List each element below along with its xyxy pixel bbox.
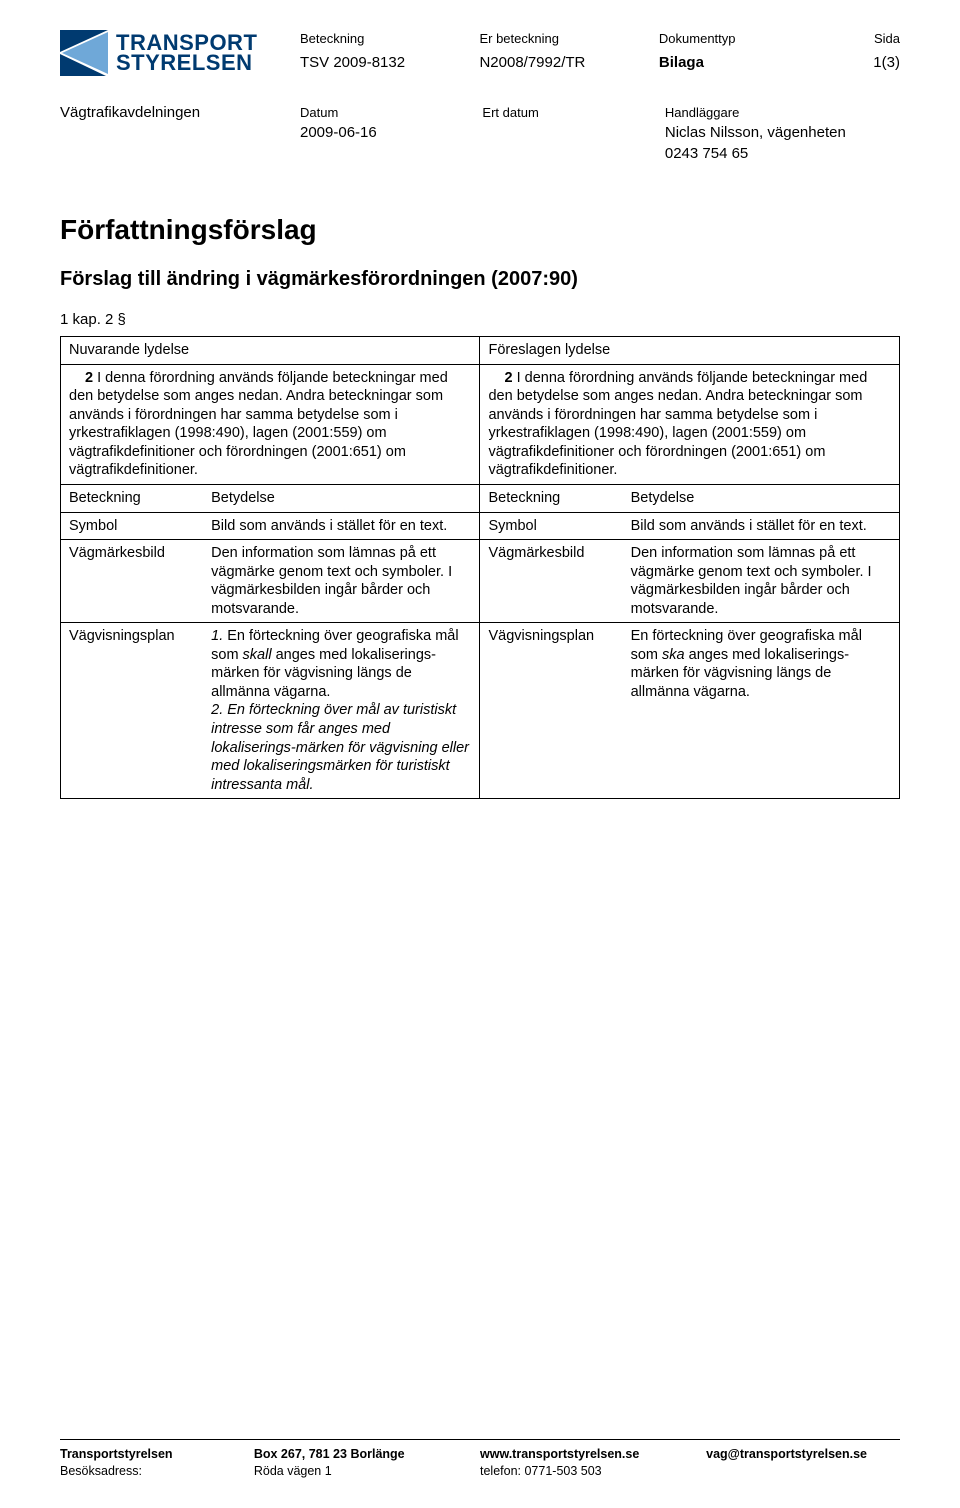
value-datum: 2009-06-16 [300, 122, 472, 143]
plan-right-ska: ska [662, 647, 685, 663]
logo: TRANSPORT STYRELSEN [60, 30, 300, 76]
meta-grid-top: Beteckning Er beteckning Dokumenttyp Sid… [300, 30, 900, 76]
label-beteckning: Beteckning [300, 30, 469, 52]
para-right-text: I denna förordning används följande bete… [488, 370, 867, 479]
col-term-right: Beteckning [480, 485, 623, 513]
col-def-left: Betydelse [203, 485, 480, 513]
para-row: 2 I denna förordning används följande be… [61, 364, 900, 484]
logo-text: TRANSPORT STYRELSEN [116, 33, 257, 73]
head-right: Föreslagen lydelse [480, 337, 900, 365]
label-dokumenttyp: Dokumenttyp [659, 30, 813, 52]
footer-phone: telefon: 0771-503 503 [480, 1463, 706, 1480]
def-vmb-right: Den information som lämnas på ett vägmär… [623, 540, 900, 623]
def-plan-left: 1. En förteckning över geografiska mål s… [203, 623, 480, 799]
col-labels-row: Beteckning Betydelse Beteckning Betydels… [61, 485, 900, 513]
row-vagmarkesbild: Vägmärkesbild Den information som lämnas… [61, 540, 900, 623]
def-plan-right: En förteckning över geografiska mål som … [623, 623, 900, 799]
row-symbol: Symbol Bild som används i stället för en… [61, 512, 900, 540]
footer-visit-label: Besöksadress: [60, 1463, 254, 1480]
col-term-left: Beteckning [61, 485, 204, 513]
col-def-right: Betydelse [623, 485, 900, 513]
footer-web: www.transportstyrelsen.se [480, 1446, 706, 1463]
para-right: 2 I denna förordning används följande be… [480, 364, 900, 484]
term-vmb-right: Vägmärkesbild [480, 540, 623, 623]
label-sida: Sida [823, 30, 900, 52]
value-er-beteckning: N2008/7992/TR [479, 52, 648, 76]
term-vmb-left: Vägmärkesbild [61, 540, 204, 623]
comparison-table: Nuvarande lydelse Föreslagen lydelse 2 I… [60, 336, 900, 799]
plan-left-1-skall: skall [243, 647, 272, 663]
footer-street: Röda vägen 1 [254, 1463, 480, 1480]
label-er-beteckning: Er beteckning [479, 30, 648, 52]
value-sida: 1(3) [823, 52, 900, 76]
head-left: Nuvarande lydelse [61, 337, 480, 365]
footer-org: Transportstyrelsen [60, 1446, 254, 1463]
meta-grid-bottom: Datum 2009-06-16 Ert datum Handläggare N… [300, 104, 900, 164]
term-plan-right: Vägvisningsplan [480, 623, 623, 799]
para-left: 2 I denna förordning används följande be… [61, 364, 480, 484]
value-beteckning: TSV 2009-8132 [300, 52, 469, 76]
footer: Transportstyrelsen Besöksadress: Box 267… [60, 1439, 900, 1480]
header-top: TRANSPORT STYRELSEN Beteckning Er beteck… [60, 30, 900, 76]
value-dokumenttyp: Bilaga [659, 52, 813, 76]
plan-left-2: 2. En förteckning över mål av turistiskt… [211, 702, 469, 792]
logo-block: TRANSPORT STYRELSEN [60, 30, 300, 76]
logo-icon [60, 30, 108, 76]
subtitle: Förslag till ändring i vägmärkesförordni… [60, 268, 900, 291]
label-ert-datum: Ert datum [482, 104, 654, 122]
def-vmb-left: Den information som lämnas på ett vägmär… [203, 540, 480, 623]
term-plan-left: Vägvisningsplan [61, 623, 204, 799]
department: Vägtrafikavdelningen [60, 104, 300, 164]
label-handlaggare: Handläggare [665, 104, 900, 122]
row-vagvisningsplan: Vägvisningsplan 1. En förteckning över g… [61, 623, 900, 799]
para-left-text: I denna förordning används följande bete… [69, 370, 448, 479]
footer-email: vag@transportstyrelsen.se [706, 1446, 900, 1463]
header-bottom: Vägtrafikavdelningen Datum 2009-06-16 Er… [60, 104, 900, 164]
value-handlaggare-name: Niclas Nilsson, vägenheten [665, 122, 900, 143]
def-symbol-right: Bild som används i stället för en text. [623, 512, 900, 540]
label-datum: Datum [300, 104, 472, 122]
plan-left-1-num: 1. [211, 628, 223, 644]
chapter-ref: 1 kap. 2 § [60, 311, 900, 328]
logo-line-2: STYRELSEN [116, 53, 257, 73]
page-title: Författningsförslag [60, 214, 900, 246]
value-handlaggare-phone: 0243 754 65 [665, 143, 900, 164]
term-symbol-right: Symbol [480, 512, 623, 540]
para-left-lead: 2 [85, 370, 93, 386]
term-symbol-left: Symbol [61, 512, 204, 540]
para-right-lead: 2 [504, 370, 512, 386]
def-symbol-left: Bild som används i stället för en text. [203, 512, 480, 540]
table-head-row: Nuvarande lydelse Föreslagen lydelse [61, 337, 900, 365]
footer-box: Box 267, 781 23 Borlänge [254, 1446, 480, 1463]
